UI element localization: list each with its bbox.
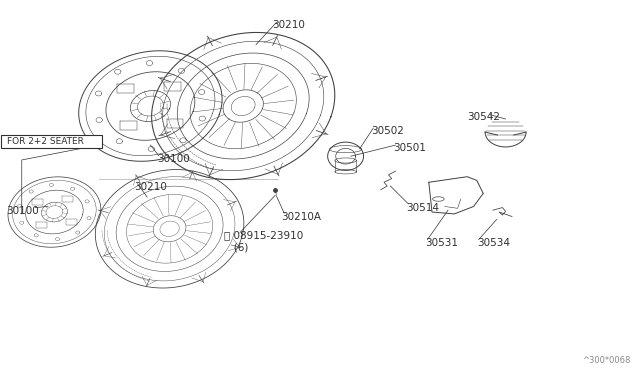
Text: 30502: 30502 bbox=[371, 126, 404, 137]
Text: 30501: 30501 bbox=[394, 143, 426, 153]
Text: FOR 2+2 SEATER: FOR 2+2 SEATER bbox=[7, 137, 84, 146]
Text: 30210A: 30210A bbox=[282, 212, 322, 222]
Text: 30534: 30534 bbox=[477, 238, 510, 248]
Text: 30514: 30514 bbox=[406, 203, 440, 213]
Text: 30531: 30531 bbox=[426, 238, 459, 248]
Text: 30100: 30100 bbox=[6, 206, 39, 217]
Text: 30542: 30542 bbox=[467, 112, 500, 122]
Text: 30210: 30210 bbox=[272, 20, 305, 31]
Text: Ⓑ 08915-23910
   (6): Ⓑ 08915-23910 (6) bbox=[224, 231, 303, 252]
Text: ^300*0068: ^300*0068 bbox=[582, 356, 630, 365]
FancyBboxPatch shape bbox=[1, 135, 102, 148]
Text: 30210: 30210 bbox=[134, 182, 167, 192]
Text: 30100: 30100 bbox=[157, 154, 189, 164]
